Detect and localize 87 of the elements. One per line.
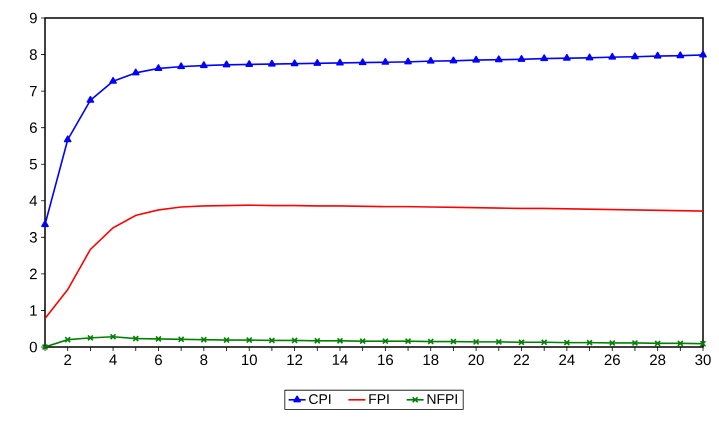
point (64, 336, 71, 343)
x-tick-label: 8 (200, 354, 208, 366)
y-tick-label: 8 (30, 49, 37, 60)
x-tick-label: 16 (378, 354, 394, 366)
point (518, 338, 525, 346)
x-tick-label: 26 (604, 354, 620, 366)
y-tick-label: 5 (30, 159, 37, 170)
point (313, 59, 322, 66)
point (608, 340, 616, 346)
point (64, 135, 72, 142)
point (358, 58, 366, 66)
point (382, 58, 390, 65)
point (246, 336, 252, 344)
point (268, 337, 276, 344)
point (404, 338, 412, 344)
point (178, 336, 184, 343)
x-tick-label: 6 (155, 354, 162, 366)
y-tick-label: 3 (30, 232, 37, 243)
point (86, 96, 94, 103)
point (654, 52, 662, 59)
y-tick-label: 6 (30, 122, 37, 133)
legend-label: FPI (369, 394, 389, 404)
point (563, 54, 571, 61)
point (677, 340, 684, 347)
y-tick-label: 4 (30, 196, 38, 206)
point (608, 52, 616, 60)
x-tick-label: 2 (64, 354, 72, 365)
point (268, 60, 276, 67)
point (426, 56, 435, 64)
point (200, 61, 208, 68)
x-tick-label: 28 (650, 354, 666, 366)
point (518, 55, 526, 62)
point (222, 60, 230, 68)
point (336, 338, 344, 344)
line-series (45, 204, 704, 320)
point (41, 220, 49, 228)
legend-label: CPI (309, 394, 330, 404)
x-tick-label: 22 (514, 354, 530, 365)
legend-label: NFPI (428, 394, 457, 404)
y-tick-label: 0 (30, 342, 37, 352)
point (291, 337, 298, 344)
point (586, 339, 593, 346)
point (223, 336, 230, 344)
x-tick-label: 10 (242, 354, 257, 366)
point (314, 338, 321, 344)
point (336, 58, 344, 66)
point (496, 338, 502, 346)
point (540, 54, 548, 62)
point (586, 54, 594, 60)
x-tick-label: 24 (559, 354, 575, 365)
point (290, 59, 298, 66)
point (450, 338, 457, 345)
point (109, 76, 117, 84)
point (450, 56, 458, 64)
x-tick-label: 4 (109, 354, 117, 365)
point (404, 58, 412, 64)
y-tick-label: 7 (30, 86, 37, 96)
point (200, 336, 208, 343)
x-tick-label: 12 (287, 354, 302, 365)
x-tick-label: 14 (332, 354, 348, 365)
point (632, 340, 638, 346)
point (177, 62, 185, 70)
point (132, 335, 140, 342)
point (359, 338, 366, 344)
point (631, 52, 639, 60)
point (699, 50, 707, 58)
y-tick-label: 9 (30, 12, 37, 24)
point (676, 51, 684, 58)
point (245, 60, 254, 67)
point (540, 338, 548, 346)
point (154, 64, 162, 71)
point (110, 334, 116, 340)
y-tick-label: 1 (30, 305, 37, 316)
point (472, 338, 480, 346)
point (87, 334, 94, 342)
point (654, 340, 661, 347)
point (494, 55, 503, 62)
point (155, 336, 162, 342)
y-tick-label: 2 (30, 268, 37, 280)
x-tick-label: 20 (468, 354, 484, 366)
point (564, 339, 570, 346)
x-tick-label: 30 (695, 354, 711, 366)
point (427, 338, 434, 345)
point (132, 68, 140, 76)
point (382, 338, 389, 344)
x-tick-label: 18 (424, 354, 438, 366)
point (472, 56, 480, 63)
